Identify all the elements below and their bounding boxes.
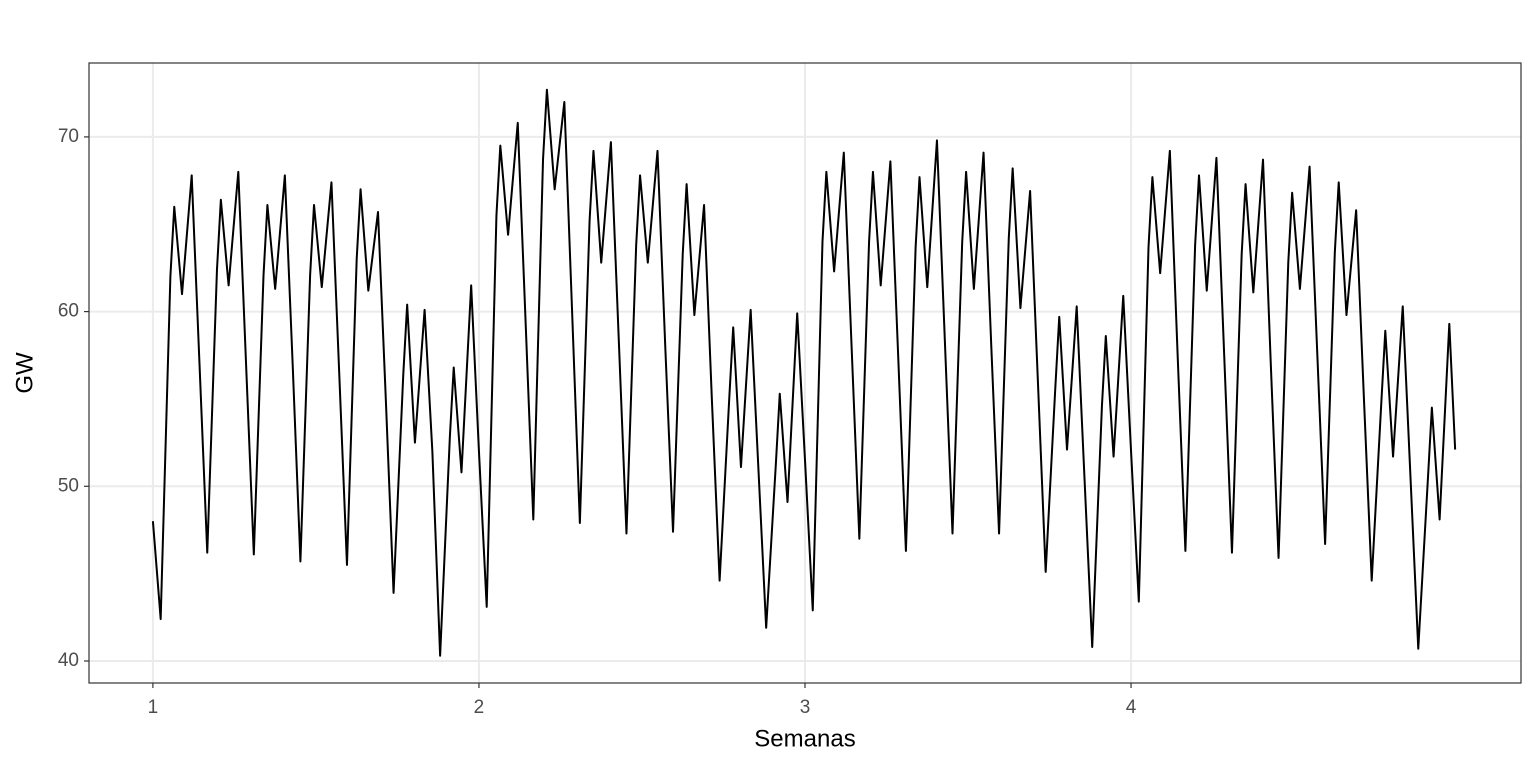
x-axis-title: Semanas [754, 725, 855, 752]
y-tick-label: 50 [58, 475, 79, 496]
plot [151, 88, 1457, 657]
y-tick-label: 40 [58, 650, 79, 671]
grid [89, 63, 1521, 683]
y-tick-label: 70 [58, 126, 79, 147]
line [151, 88, 1457, 657]
x-tick-label: 4 [1126, 697, 1137, 718]
x-tick-label: 1 [148, 697, 159, 718]
y-axis-title: GW [11, 352, 38, 394]
x-tick-label: 2 [474, 697, 485, 718]
y-tick-label: 60 [58, 301, 79, 322]
x-tick-label: 3 [800, 697, 811, 718]
